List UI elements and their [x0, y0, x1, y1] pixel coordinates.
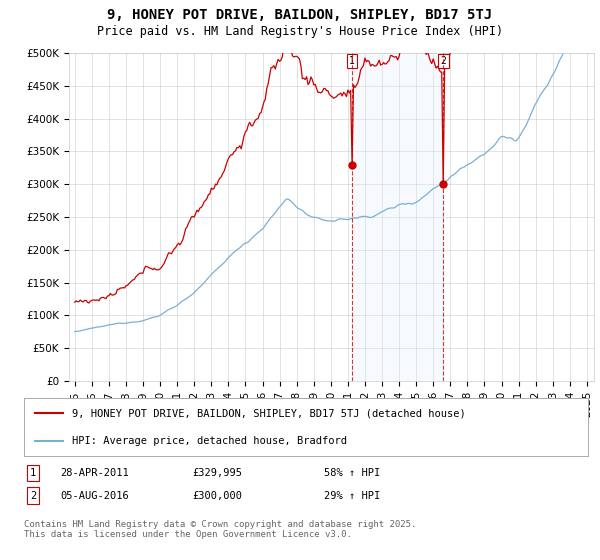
Text: 05-AUG-2016: 05-AUG-2016 — [60, 491, 129, 501]
Text: 2: 2 — [440, 56, 446, 66]
Text: 9, HONEY POT DRIVE, BAILDON, SHIPLEY, BD17 5TJ (detached house): 9, HONEY POT DRIVE, BAILDON, SHIPLEY, BD… — [72, 408, 466, 418]
Text: 1: 1 — [30, 468, 36, 478]
Text: Price paid vs. HM Land Registry's House Price Index (HPI): Price paid vs. HM Land Registry's House … — [97, 25, 503, 38]
Bar — [352, 53, 443, 381]
Text: £329,995: £329,995 — [192, 468, 242, 478]
Text: 58% ↑ HPI: 58% ↑ HPI — [324, 468, 380, 478]
Text: 28-APR-2011: 28-APR-2011 — [60, 468, 129, 478]
Text: 2: 2 — [30, 491, 36, 501]
Text: Contains HM Land Registry data © Crown copyright and database right 2025.
This d: Contains HM Land Registry data © Crown c… — [24, 520, 416, 539]
Text: £300,000: £300,000 — [192, 491, 242, 501]
Text: 1: 1 — [349, 56, 355, 66]
Text: HPI: Average price, detached house, Bradford: HPI: Average price, detached house, Brad… — [72, 436, 347, 446]
Text: 9, HONEY POT DRIVE, BAILDON, SHIPLEY, BD17 5TJ: 9, HONEY POT DRIVE, BAILDON, SHIPLEY, BD… — [107, 8, 493, 22]
Text: 29% ↑ HPI: 29% ↑ HPI — [324, 491, 380, 501]
